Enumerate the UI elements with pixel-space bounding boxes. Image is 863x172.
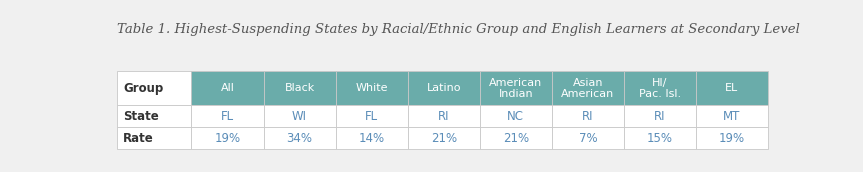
Text: WI: WI	[292, 110, 307, 123]
Bar	[336, 127, 407, 149]
Bar	[263, 127, 336, 149]
Text: American
Indian: American Indian	[489, 78, 543, 99]
Text: 15%: 15%	[647, 132, 673, 145]
Bar	[696, 105, 768, 127]
Bar	[192, 127, 263, 149]
Text: White: White	[356, 83, 387, 93]
Text: 14%: 14%	[359, 132, 385, 145]
Text: Rate: Rate	[123, 132, 154, 145]
Bar	[480, 71, 551, 105]
Bar	[117, 71, 192, 105]
Bar	[336, 71, 407, 105]
Bar	[407, 105, 480, 127]
Bar	[551, 71, 624, 105]
Text: HI/
Pac. Isl.: HI/ Pac. Isl.	[639, 78, 681, 99]
Text: 21%: 21%	[503, 132, 529, 145]
Text: Latino: Latino	[426, 83, 461, 93]
Bar	[336, 105, 407, 127]
Bar	[696, 71, 768, 105]
Bar	[407, 71, 480, 105]
Text: State: State	[123, 110, 159, 123]
Text: RI: RI	[654, 110, 665, 123]
Text: RI: RI	[582, 110, 594, 123]
Bar	[407, 127, 480, 149]
Bar	[117, 105, 192, 127]
Bar	[117, 127, 192, 149]
Text: MT: MT	[723, 110, 740, 123]
Bar	[696, 127, 768, 149]
Bar	[192, 71, 263, 105]
Bar	[480, 127, 551, 149]
Bar	[624, 127, 696, 149]
Text: 7%: 7%	[578, 132, 597, 145]
Text: FL: FL	[221, 110, 234, 123]
Text: Asian
American: Asian American	[561, 78, 614, 99]
Text: NC: NC	[507, 110, 525, 123]
Text: Black: Black	[285, 83, 315, 93]
Text: 34%: 34%	[287, 132, 312, 145]
Text: RI: RI	[438, 110, 450, 123]
Bar	[192, 105, 263, 127]
Text: Group: Group	[123, 82, 163, 95]
Text: 21%: 21%	[431, 132, 457, 145]
Bar	[551, 127, 624, 149]
Bar	[480, 105, 551, 127]
Text: Table 1. Highest-Suspending States by Racial/Ethnic Group and English Learners a: Table 1. Highest-Suspending States by Ra…	[117, 23, 799, 36]
Bar	[263, 105, 336, 127]
Text: 19%: 19%	[719, 132, 745, 145]
Text: FL: FL	[365, 110, 378, 123]
Text: 19%: 19%	[214, 132, 241, 145]
Bar	[624, 105, 696, 127]
Bar	[551, 105, 624, 127]
Bar	[624, 71, 696, 105]
Text: All: All	[221, 83, 235, 93]
Bar	[263, 71, 336, 105]
Text: EL: EL	[725, 83, 739, 93]
